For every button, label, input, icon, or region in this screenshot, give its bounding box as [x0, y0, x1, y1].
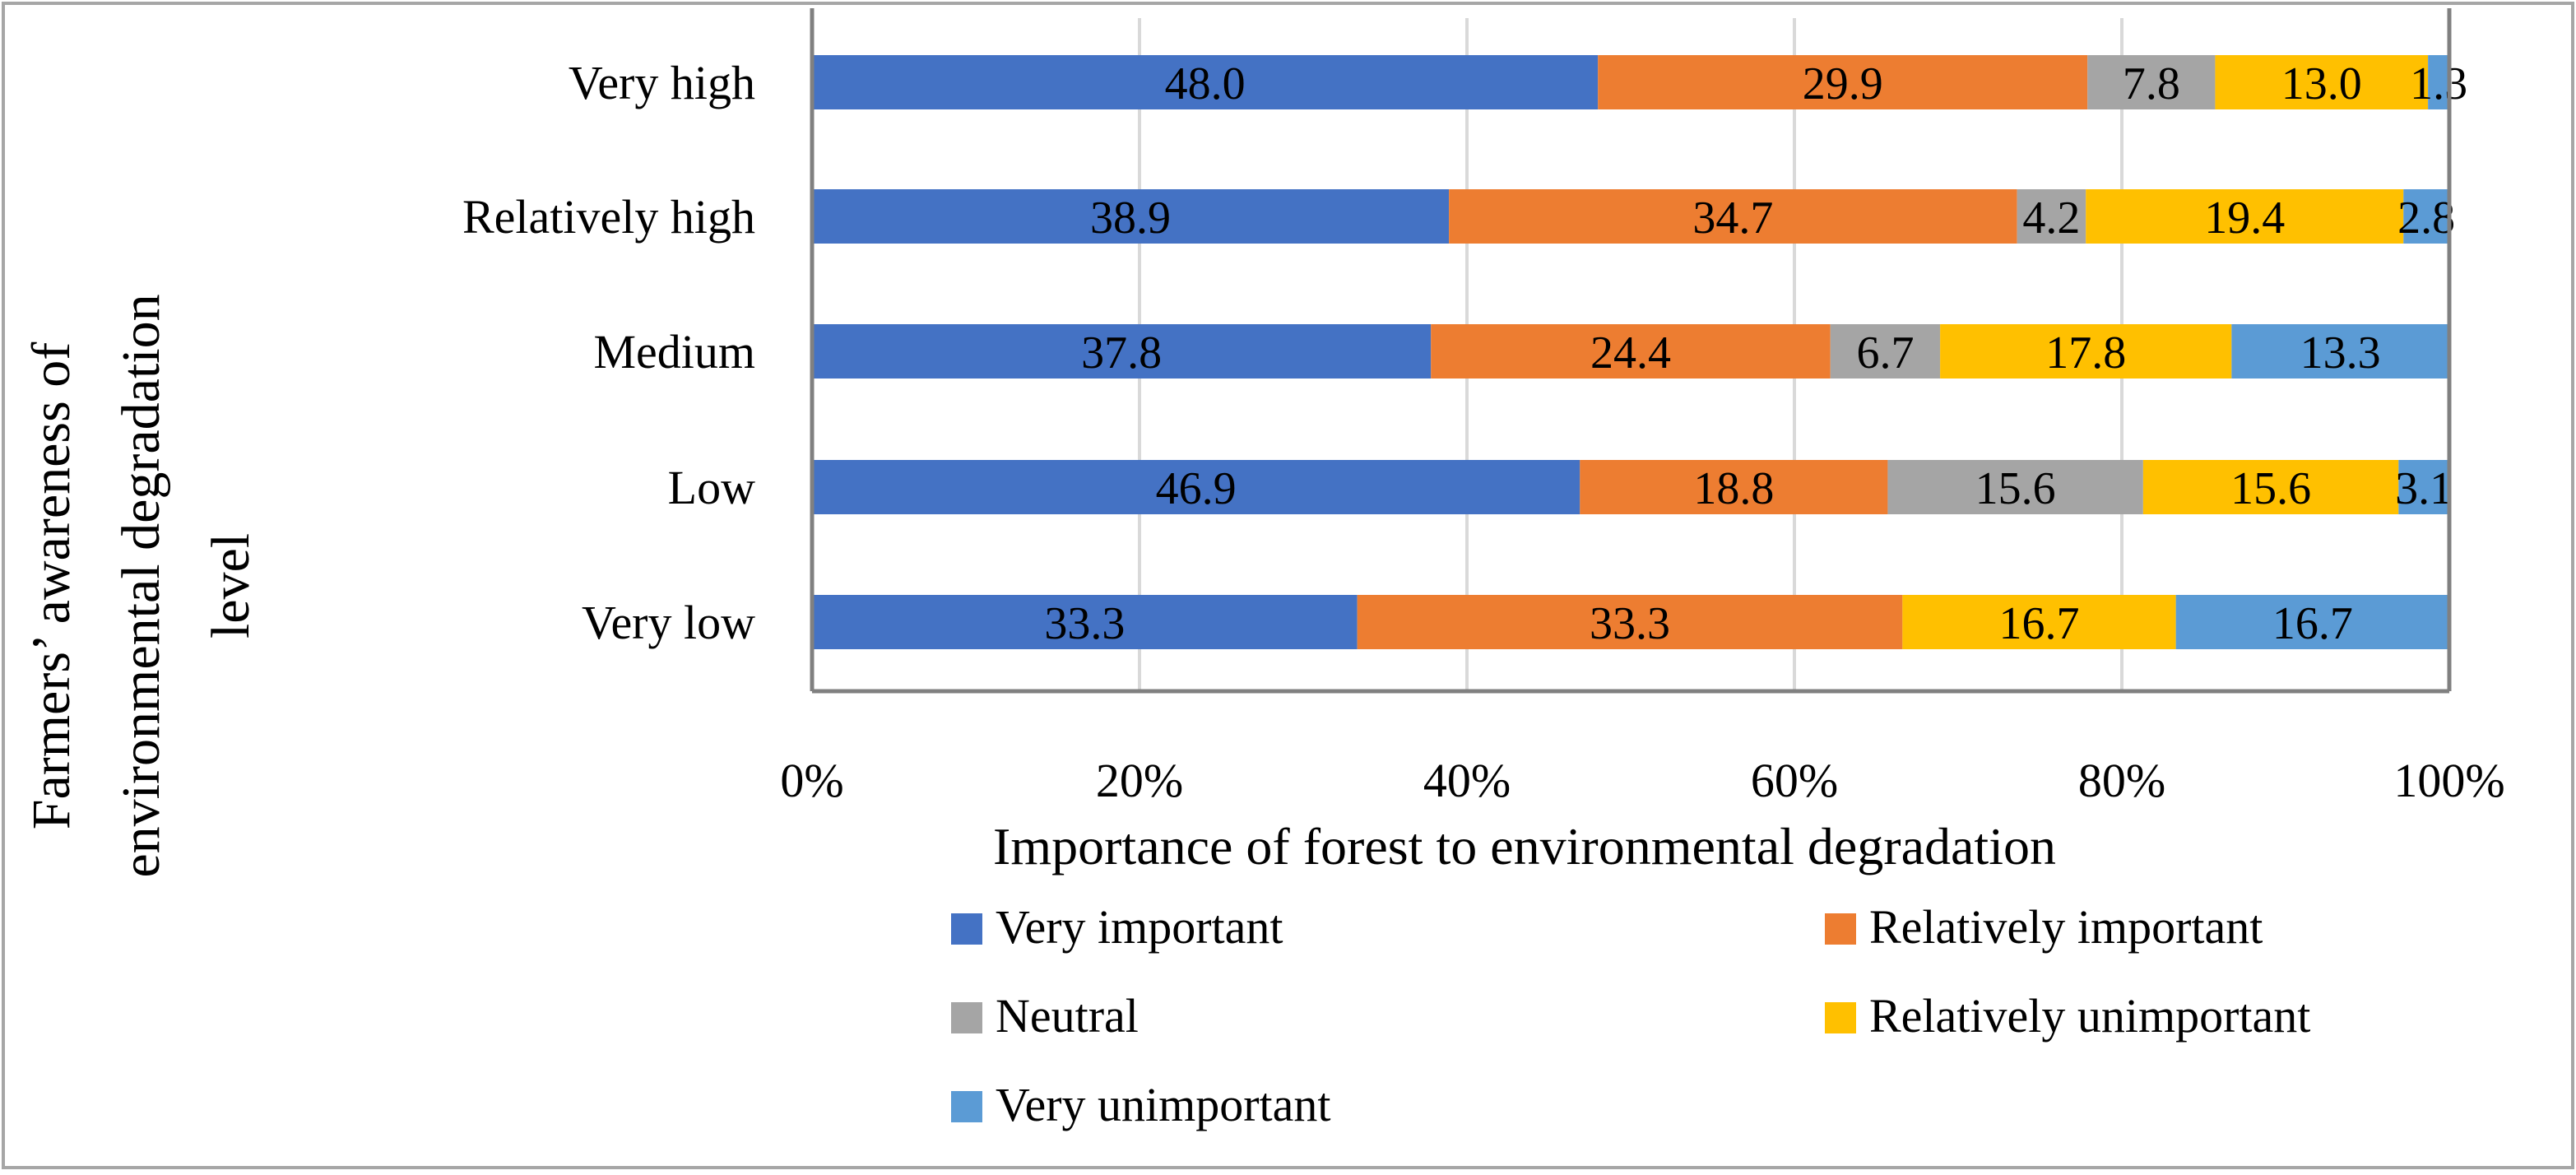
bar-very-low-very-important	[812, 595, 1358, 649]
bar-medium-relatively-unimportant	[1940, 324, 2232, 379]
bar-low-very-unimportant	[2398, 460, 2449, 514]
category-label-very-low: Very low	[582, 596, 755, 649]
data-label-very-high-neutral: 7.8	[2123, 58, 2180, 109]
bar-medium-neutral	[1830, 324, 1941, 379]
legend-label-neutral: Neutral	[996, 989, 1139, 1043]
bar-very-high-relatively-unimportant	[2215, 55, 2429, 109]
bar-low-relatively-important	[1580, 460, 1888, 514]
legend-label-relatively-unimportant: Relatively unimportant	[1869, 989, 2310, 1043]
bar-very-high-very-unimportant	[2428, 55, 2449, 109]
data-label-low-very-important: 46.9	[1156, 463, 1237, 514]
x-tick-label-100: 100%	[2393, 754, 2504, 807]
category-label-low: Low	[668, 461, 755, 514]
bar-medium-relatively-important	[1431, 324, 1831, 379]
legend-swatch-neutral	[951, 1002, 982, 1033]
data-label-relatively-high-relatively-important: 34.7	[1692, 193, 1773, 244]
bar-medium-very-important	[812, 324, 1432, 379]
bar-medium-very-unimportant	[2231, 324, 2449, 379]
data-label-very-low-relatively-important: 33.3	[1590, 598, 1670, 649]
bar-very-low-very-unimportant	[2175, 595, 2449, 649]
legend: Very important Relatively important Neutra…	[951, 900, 2310, 1131]
bar-relatively-high-relatively-important	[1449, 189, 2017, 244]
bar-relatively-high-very-important	[812, 189, 1450, 244]
x-tick-label-0: 0%	[780, 754, 843, 807]
x-tick-label-40: 40%	[1423, 754, 1511, 807]
bars	[812, 55, 2449, 649]
legend-swatch-relatively-important	[1825, 913, 1856, 945]
legend-swatch-very-important	[951, 913, 982, 945]
data-label-very-low-relatively-unimportant: 16.7	[1999, 598, 2080, 649]
x-axis-title: Importance of forest to environmental de…	[993, 817, 2056, 875]
data-label-relatively-high-very-unimportant: 2.8	[2397, 193, 2455, 244]
legend-label-very-important: Very important	[996, 900, 1283, 954]
bar-very-low-relatively-important	[1357, 595, 1903, 649]
data-label-relatively-high-very-important: 38.9	[1090, 193, 1171, 244]
y-axis-title-line-2: environmental degradation	[111, 294, 171, 877]
data-label-medium-relatively-important: 24.4	[1590, 327, 1671, 379]
bar-very-high-very-important	[812, 55, 1599, 109]
bar-very-high-relatively-important	[1598, 55, 2088, 109]
data-label-very-high-relatively-important: 29.9	[1803, 58, 1883, 109]
bar-relatively-high-neutral	[2017, 189, 2086, 244]
legend-swatch-relatively-unimportant	[1825, 1002, 1856, 1033]
category-label-very-high: Very high	[569, 56, 755, 109]
data-label-medium-neutral: 6.7	[1856, 327, 1914, 379]
data-label-very-high-very-important: 48.0	[1165, 58, 1246, 109]
data-label-medium-relatively-unimportant: 17.8	[2045, 327, 2126, 379]
bar-very-high-neutral	[2087, 55, 2216, 109]
data-label-medium-very-important: 37.8	[1081, 327, 1162, 379]
bar-relatively-high-very-unimportant	[2403, 189, 2449, 244]
legend-label-very-unimportant: Very unimportant	[996, 1078, 1331, 1131]
data-label-very-high-relatively-unimportant: 13.0	[2281, 58, 2362, 109]
legend-label-relatively-important: Relatively important	[1869, 900, 2263, 954]
bar-low-very-important	[812, 460, 1580, 514]
data-label-low-relatively-important: 18.8	[1693, 463, 1774, 514]
x-tick-label-20: 20%	[1096, 754, 1183, 807]
bar-very-low-relatively-unimportant	[1902, 595, 2176, 649]
data-label-relatively-high-relatively-unimportant: 19.4	[2204, 193, 2285, 244]
bar-relatively-high-relatively-unimportant	[2086, 189, 2404, 244]
y-axis-title-line-3: level	[201, 533, 261, 639]
y-axis-title-line-1: Farmers’ awareness of	[21, 342, 81, 830]
bar-low-relatively-unimportant	[2142, 460, 2399, 514]
axes: Very high Relatively high Medium Low Very lo…	[462, 8, 2505, 807]
category-label-relatively-high: Relatively high	[462, 190, 755, 244]
data-label-very-low-very-important: 33.3	[1044, 598, 1125, 649]
data-label-low-neutral: 15.6	[1975, 463, 2056, 514]
legend-swatch-very-unimportant	[951, 1091, 982, 1122]
data-labels: 48.0 29.9 7.8 13.0 1.3 38.9 34.7 4.2 19.4 2.8 37.8…	[1044, 58, 2467, 649]
x-tick-label-60: 60%	[1751, 754, 1838, 807]
data-label-very-high-very-unimportant: 1.3	[2410, 58, 2467, 109]
data-label-medium-very-unimportant: 13.3	[2300, 327, 2381, 379]
data-label-low-very-unimportant: 3.1	[2395, 463, 2453, 514]
data-label-low-relatively-unimportant: 15.6	[2230, 463, 2311, 514]
data-label-very-low-very-unimportant: 16.7	[2272, 598, 2353, 649]
data-label-relatively-high-neutral: 4.2	[2022, 193, 2080, 244]
category-label-medium: Medium	[593, 325, 755, 379]
bar-low-neutral	[1887, 460, 2143, 514]
y-axis-title: Farmers’ awareness of environmental degra…	[21, 294, 261, 877]
x-tick-label-80: 80%	[2078, 754, 2165, 807]
